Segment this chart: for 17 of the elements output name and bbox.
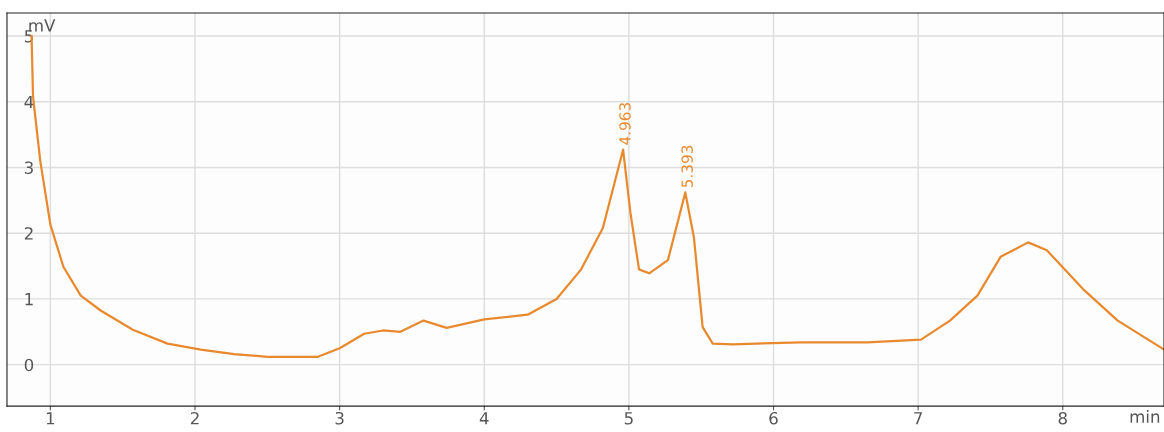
- x-tick-label: 4: [479, 412, 489, 425]
- x-axis-title: min: [1130, 410, 1160, 423]
- x-tick-label: 1: [46, 412, 55, 425]
- annotation: 4.963: [619, 103, 631, 145]
- x-tick-label: 3: [335, 411, 344, 425]
- y-tick-label: 3: [24, 161, 33, 175]
- y-tick-label: 0: [24, 358, 34, 372]
- x-tick-label: 5: [624, 412, 633, 425]
- x-tick-label: 8: [1058, 411, 1067, 425]
- y-axis-title: mV: [29, 19, 56, 32]
- x-tick-label: 2: [190, 411, 199, 425]
- y-tick-label: 1: [25, 293, 33, 306]
- x-tick-label: 6: [769, 411, 778, 425]
- y-tick-label: 2: [24, 227, 33, 240]
- annotation: 5.393: [681, 145, 693, 188]
- y-tick-label: 4: [24, 95, 34, 109]
- x-tick-label: 7: [914, 412, 923, 425]
